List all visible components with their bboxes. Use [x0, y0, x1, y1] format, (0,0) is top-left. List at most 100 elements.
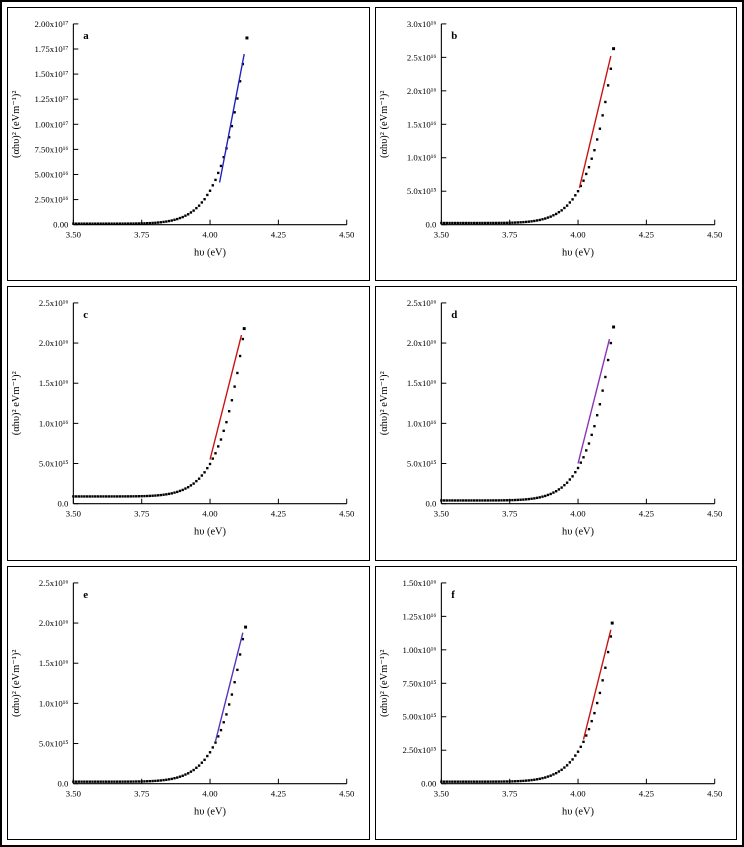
y-tick-label: 5.0x10¹⁵: [406, 459, 436, 469]
panel-letter: d: [451, 309, 457, 321]
y-tick-label: 1.5x10¹⁶: [39, 658, 69, 668]
data-points: [72, 62, 245, 225]
fit-line: [218, 53, 245, 183]
panel-c: 3.50 3.75 4.00 4.25 4.50 0.0 5.0x10¹⁵ 1.0x10¹⁶ 1…: [7, 286, 370, 561]
x-tick-label: 3.50: [66, 230, 82, 240]
x-tick-label: 4.00: [202, 788, 218, 798]
x-tick-label: 4.25: [638, 788, 654, 798]
x-tick-label: 3.75: [502, 509, 518, 519]
y-tick-label: 1.50x10¹⁷: [34, 69, 68, 79]
panel-d: 3.50 3.75 4.00 4.25 4.50 0.0 5.0x10¹⁵ 1.0x10¹⁶ 1…: [374, 286, 737, 561]
y-tick-label: 1.50x10¹⁶: [402, 578, 436, 588]
y-tick-label: 5.0x10¹⁵: [406, 186, 436, 196]
fit-line: [209, 335, 243, 461]
x-tick-label: 4.50: [339, 788, 355, 798]
x-tick-label: 4.00: [570, 509, 586, 519]
x-tick-label: 3.50: [66, 509, 82, 519]
y-tick-label: 2.5x10¹⁶: [406, 298, 436, 308]
y-tick-label: 5.00x10¹⁵: [402, 711, 436, 721]
outlier-point: [610, 621, 614, 625]
y-axis-title: (αhυ)² (eVm⁻¹)²: [11, 649, 22, 716]
panel-letter: f: [451, 588, 455, 600]
x-tick-label: 3.50: [433, 788, 449, 798]
y-tick-label: 2.5x10¹⁶: [39, 298, 69, 308]
y-tick-label: 3.0x10¹⁶: [406, 19, 436, 29]
fit-line: [214, 632, 244, 741]
x-tick-label: 4.00: [202, 230, 218, 240]
data-points: [72, 637, 245, 783]
outlier-point: [611, 47, 615, 51]
y-tick-label: 2.5x10¹⁶: [39, 578, 69, 588]
data-points: [439, 342, 612, 502]
x-axis-title: hυ (eV): [562, 806, 594, 817]
x-tick-label: 3.50: [433, 509, 449, 519]
y-tick-label: 2.0x10¹⁶: [39, 618, 69, 628]
panel-a: 3.50 3.75 4.00 4.25 4.50 0.00 2.50x10¹⁶ 5.00x10…: [7, 7, 370, 282]
y-tick-label: 1.0x10¹⁶: [406, 419, 436, 429]
y-tick-label: 5.00x10¹⁶: [34, 169, 68, 179]
y-tick-label: 1.0x10¹⁶: [406, 153, 436, 163]
panel-letter: e: [83, 588, 88, 600]
y-tick-label: 1.25x10¹⁶: [402, 611, 436, 621]
y-tick-label: 1.5x10¹⁶: [406, 119, 436, 129]
x-tick-label: 4.50: [707, 788, 723, 798]
y-tick-label: 2.5x10¹⁶: [406, 52, 436, 62]
fit-line: [576, 339, 610, 465]
y-tick-label: 1.5x10¹⁶: [39, 379, 69, 389]
outlier-point: [245, 36, 249, 40]
x-tick-label: 4.25: [271, 509, 287, 519]
y-tick-label: 2.00x10¹⁷: [34, 19, 68, 29]
y-tick-label: 2.0x10¹⁶: [406, 86, 436, 96]
y-tick-label: 1.75x10¹⁷: [34, 44, 68, 54]
x-tick-label: 4.50: [339, 230, 355, 240]
y-tick-label: 1.5x10¹⁶: [406, 379, 436, 389]
x-tick-label: 4.00: [570, 788, 586, 798]
x-tick-label: 3.75: [502, 788, 518, 798]
y-axis-title: (αhυ)² eVm⁻¹)²: [11, 372, 22, 436]
chart-c-canvas: 3.50 3.75 4.00 4.25 4.50 0.0 5.0x10¹⁵ 1.0x10¹⁶ 1…: [11, 298, 355, 538]
x-axis-title: hυ (eV): [194, 806, 226, 817]
data-points: [439, 67, 612, 225]
panel-f: 3.50 3.75 4.00 4.25 4.50 0.00 2.50x10¹⁵ 5.00x10…: [374, 565, 737, 840]
y-tick-label: 2.50x10¹⁵: [402, 745, 436, 755]
y-axis-title: (αhυ)² (eVm⁻¹)²: [378, 649, 389, 716]
y-tick-label: 1.0x10¹⁶: [39, 419, 69, 429]
panel-e: 3.50 3.75 4.00 4.25 4.50 0.0 5.0x10¹⁵ 1.0x10¹⁶ 1…: [7, 565, 370, 840]
y-axis-title: (αhυ)² eVm⁻¹)²: [378, 372, 389, 436]
fit-line: [582, 629, 612, 740]
y-tick-label: 5.0x10¹⁵: [39, 459, 69, 469]
chart-f-canvas: 3.50 3.75 4.00 4.25 4.50 0.00 2.50x10¹⁵ 5.00x10…: [378, 578, 723, 818]
panel-letter: c: [83, 309, 88, 321]
y-tick-label: 7.50x10¹⁵: [402, 678, 436, 688]
outlier-point: [244, 625, 248, 629]
x-tick-label: 3.75: [502, 230, 518, 240]
x-tick-label: 4.00: [570, 230, 586, 240]
panel-letter: b: [451, 30, 457, 42]
y-tick-label: 1.00x10¹⁷: [34, 119, 68, 129]
y-tick-label: 1.00x10¹⁶: [402, 644, 436, 654]
chart-d-canvas: 3.50 3.75 4.00 4.25 4.50 0.0 5.0x10¹⁵ 1.0x10¹⁶ 1…: [378, 298, 723, 538]
outlier-point: [242, 327, 246, 331]
x-axis-title: hυ (eV): [562, 247, 594, 258]
x-tick-label: 3.75: [134, 230, 150, 240]
panel-b: 3.50 3.75 4.00 4.25 4.50 0.0 5.0x10¹⁵ 1.0x10¹⁶ 1…: [374, 7, 737, 282]
x-tick-label: 4.50: [707, 509, 723, 519]
x-tick-label: 3.50: [66, 788, 82, 798]
panel-letter: a: [83, 30, 89, 42]
x-tick-label: 4.25: [271, 788, 287, 798]
y-tick-label: 0.00: [421, 778, 437, 788]
y-tick-label: 1.0x10¹⁶: [39, 698, 69, 708]
y-tick-label: 1.25x10¹⁷: [34, 94, 68, 104]
x-axis-title: hυ (eV): [194, 247, 226, 258]
y-axis-title: (αhυ)² (eVm⁻¹)²: [11, 91, 22, 158]
y-tick-label: 0.00: [53, 220, 69, 230]
x-tick-label: 4.50: [707, 230, 723, 240]
chart-b-canvas: 3.50 3.75 4.00 4.25 4.50 0.0 5.0x10¹⁵ 1.0x10¹⁶ 1…: [378, 19, 723, 259]
outlier-point: [611, 325, 615, 329]
fit-line: [578, 55, 612, 189]
x-axis-title: hυ (eV): [194, 527, 226, 538]
y-tick-label: 2.0x10¹⁶: [406, 338, 436, 348]
x-tick-label: 3.75: [134, 788, 150, 798]
x-tick-label: 4.00: [202, 509, 218, 519]
